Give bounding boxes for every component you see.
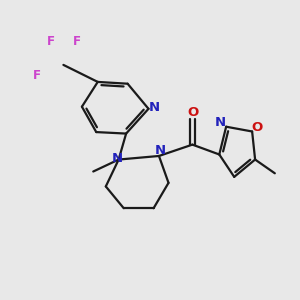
Text: F: F xyxy=(47,35,55,48)
Text: N: N xyxy=(215,116,226,129)
Text: N: N xyxy=(149,101,160,114)
Text: O: O xyxy=(252,121,263,134)
Text: O: O xyxy=(188,106,199,119)
Text: N: N xyxy=(155,144,166,157)
Text: F: F xyxy=(73,35,81,48)
Text: N: N xyxy=(112,152,123,165)
Text: F: F xyxy=(33,69,41,82)
